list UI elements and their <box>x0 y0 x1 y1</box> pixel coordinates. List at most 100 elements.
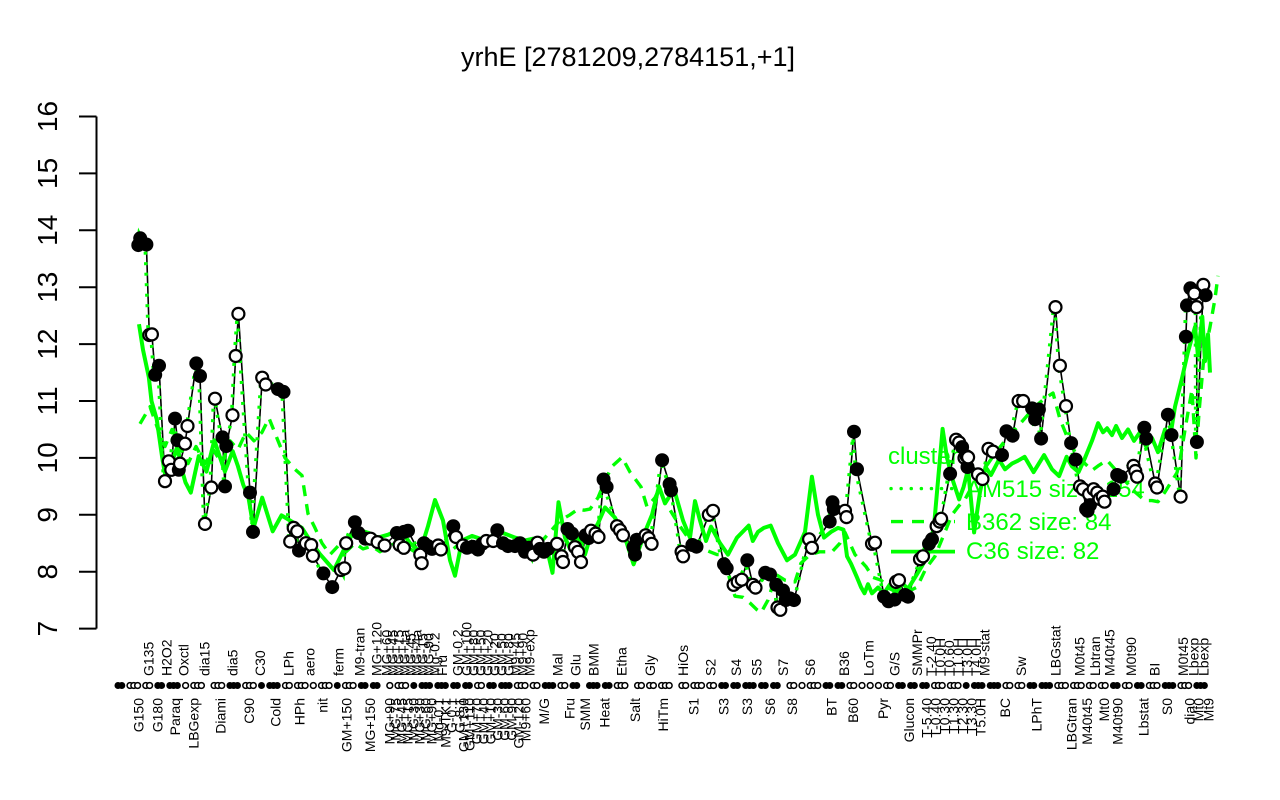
svg-text:MG+30: MG+30 <box>412 698 428 745</box>
svg-text:MG-75: MG-75 <box>388 698 404 741</box>
svg-text:16: 16 <box>32 101 63 132</box>
svg-text:MG+45: MG+45 <box>385 629 401 676</box>
svg-text:G-8.1: G-8.1 <box>452 698 468 733</box>
svg-text:MG-30: MG-30 <box>406 698 422 741</box>
svg-text:dia5: dia5 <box>225 649 241 676</box>
svg-text:Glu: Glu <box>568 654 584 676</box>
svg-text:B60: B60 <box>845 698 861 723</box>
svg-text:M40t45: M40t45 <box>1079 698 1095 745</box>
svg-text:aero: aero <box>302 648 318 676</box>
svg-text:Cold: Cold <box>268 698 284 727</box>
svg-text:Mt0: Mt0 <box>1191 698 1207 722</box>
svg-text:Lbexp: Lbexp <box>1186 638 1202 676</box>
svg-text:S4: S4 <box>728 659 744 676</box>
svg-text:S7: S7 <box>775 659 791 676</box>
svg-text:8: 8 <box>32 564 63 580</box>
svg-text:G150: G150 <box>131 698 147 732</box>
svg-text:GM-50: GM-50 <box>494 633 510 676</box>
svg-text:MG-15: MG-15 <box>415 633 431 676</box>
svg-text:S8: S8 <box>784 698 800 715</box>
svg-text:MG+150: MG+150 <box>362 698 378 752</box>
svg-text:BI: BI <box>1147 663 1163 676</box>
svg-text:Fru: Fru <box>434 655 450 676</box>
svg-text:13: 13 <box>32 272 63 303</box>
svg-text:S3: S3 <box>715 698 731 715</box>
svg-text:GM-0.2: GM-0.2 <box>450 629 466 676</box>
svg-text:T4.0H: T4.0H <box>968 638 984 676</box>
svg-text:dia0: dia0 <box>1182 698 1198 725</box>
svg-text:MG+90: MG+90 <box>382 698 398 745</box>
svg-text:Lbexp: Lbexp <box>1196 638 1212 676</box>
svg-text:GM-20: GM-20 <box>487 633 503 676</box>
svg-text:T3.0H: T3.0H <box>959 638 975 676</box>
svg-text:Lbstat: Lbstat <box>1136 698 1152 736</box>
svg-text:GM-60: GM-60 <box>497 698 513 741</box>
svg-text:Etha: Etha <box>613 647 629 676</box>
svg-text:M40t45: M40t45 <box>1102 629 1118 676</box>
svg-text:Mg-0.2: Mg-0.2 <box>427 632 443 676</box>
svg-text:HiTm: HiTm <box>655 698 671 731</box>
svg-text:MG+4a: MG+4a <box>409 629 425 676</box>
svg-text:T0.60: T0.60 <box>941 640 957 676</box>
svg-text:Fru: Fru <box>561 698 577 719</box>
svg-text:MG+15: MG+15 <box>391 629 407 676</box>
svg-text:S0: S0 <box>1159 698 1175 715</box>
svg-text:GM+80: GM+80 <box>466 629 482 676</box>
svg-text:S3: S3 <box>739 698 755 715</box>
svg-text:M9+45: M9+45 <box>508 633 524 676</box>
svg-text:Pyr: Pyr <box>875 698 891 719</box>
svg-text:7: 7 <box>32 621 63 637</box>
svg-text:GM+20: GM+20 <box>480 629 496 676</box>
svg-text:GM+10: GM+10 <box>483 698 499 745</box>
svg-text:T5.0H: T5.0H <box>973 698 989 736</box>
svg-text:H2O2: H2O2 <box>159 639 175 676</box>
svg-text:Diami: Diami <box>213 698 229 734</box>
svg-text:M9-TK1: M9-TK1 <box>438 698 454 748</box>
svg-text:GM+40: GM+40 <box>476 698 492 745</box>
svg-text:12: 12 <box>32 329 63 360</box>
svg-text:11: 11 <box>32 386 63 415</box>
svg-text:MG+45: MG+45 <box>394 698 410 745</box>
svg-text:M/G: M/G <box>536 698 552 724</box>
svg-text:T-2.40: T-2.40 <box>923 636 939 676</box>
svg-text:G135: G135 <box>141 642 157 676</box>
svg-text:LPhT: LPhT <box>1029 698 1045 732</box>
svg-text:Salt: Salt <box>627 698 643 722</box>
svg-text:T0.30: T0.30 <box>937 698 953 734</box>
svg-text:BC: BC <box>997 698 1013 717</box>
svg-text:B36: B36 <box>836 651 852 676</box>
svg-text:MG+90: MG+90 <box>424 698 440 745</box>
svg-text:M0t45: M0t45 <box>1071 637 1087 676</box>
svg-text:dia15: dia15 <box>197 642 213 676</box>
svg-text:MG+60: MG+60 <box>379 629 395 676</box>
svg-text:M9-tran: M9-tran <box>352 628 368 676</box>
svg-text:T-0.40: T-0.40 <box>928 698 944 738</box>
svg-text:Glucon: Glucon <box>901 698 917 742</box>
svg-text:LoTm: LoTm <box>861 640 877 676</box>
svg-text:15: 15 <box>32 158 63 189</box>
svg-text:Heat: Heat <box>596 698 612 728</box>
svg-text:S2: S2 <box>703 659 719 676</box>
svg-text:HiOs: HiOs <box>675 645 691 676</box>
svg-text:T-5.40: T-5.40 <box>919 698 935 738</box>
svg-text:T0.0H: T0.0H <box>932 638 948 676</box>
svg-text:Mal: Mal <box>550 653 566 676</box>
svg-text:LBGstat: LBGstat <box>1048 625 1064 676</box>
svg-text:nit: nit <box>315 698 331 713</box>
svg-text:M9-exp: M9-exp <box>522 629 538 676</box>
svg-text:GM+110: GM+110 <box>462 698 478 751</box>
svg-text:Gly: Gly <box>642 655 658 676</box>
svg-text:G/S: G/S <box>886 652 902 676</box>
svg-text:GM-90: GM-90 <box>504 698 520 741</box>
svg-text:S6: S6 <box>762 698 778 715</box>
svg-text:SMM: SMM <box>577 698 593 731</box>
svg-text:LBGtran: LBGtran <box>1064 698 1080 750</box>
svg-text:MG-90: MG-90 <box>421 633 437 676</box>
svg-text:BT: BT <box>823 698 839 716</box>
svg-text:M40t90: M40t90 <box>1110 698 1126 745</box>
svg-text:S6: S6 <box>802 659 818 676</box>
svg-text:G180: G180 <box>150 698 166 732</box>
svg-text:S1: S1 <box>686 698 702 715</box>
svg-text:M9+90: M9+90 <box>515 633 531 676</box>
svg-text:MG+120: MG+120 <box>369 622 385 676</box>
